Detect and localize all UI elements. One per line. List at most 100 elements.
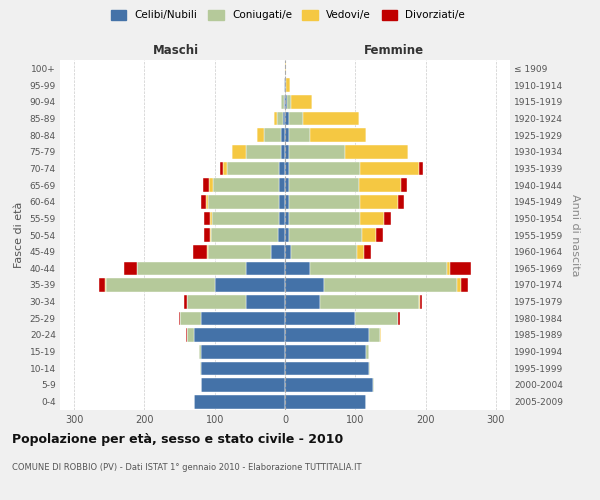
Bar <box>210 228 211 242</box>
Bar <box>187 295 247 308</box>
Bar <box>124 262 137 275</box>
Bar <box>278 195 285 208</box>
Bar <box>105 278 106 292</box>
Text: Popolazione per età, sesso e stato civile - 2010: Popolazione per età, sesso e stato civil… <box>12 432 343 446</box>
Bar <box>211 228 278 242</box>
Bar <box>286 78 290 92</box>
Bar <box>285 145 289 158</box>
Y-axis label: Fasce di età: Fasce di età <box>14 202 24 268</box>
Bar <box>274 112 277 125</box>
Bar <box>359 162 419 175</box>
Bar <box>200 345 285 358</box>
Bar <box>289 128 310 142</box>
Bar <box>285 312 355 325</box>
Bar <box>419 162 423 175</box>
Bar <box>187 328 194 342</box>
Bar <box>277 112 283 125</box>
Bar <box>271 245 285 258</box>
Bar <box>200 312 285 325</box>
Bar <box>285 162 289 175</box>
Bar <box>398 312 400 325</box>
Bar <box>285 112 289 125</box>
Bar <box>281 128 285 142</box>
Bar <box>289 228 362 242</box>
Bar <box>457 278 461 292</box>
Bar <box>285 128 289 142</box>
Bar <box>289 162 359 175</box>
Bar <box>401 178 407 192</box>
Bar <box>358 245 364 258</box>
Bar <box>206 195 208 208</box>
Bar <box>320 295 419 308</box>
Bar <box>194 328 285 342</box>
Bar <box>461 278 468 292</box>
Legend: Celibi/Nubili, Coniugati/e, Vedovi/e, Divorziati/e: Celibi/Nubili, Coniugati/e, Vedovi/e, Di… <box>111 10 465 20</box>
Bar <box>376 228 383 242</box>
Bar <box>278 212 285 225</box>
Bar <box>284 95 285 108</box>
Bar <box>280 178 285 192</box>
Bar <box>264 128 281 142</box>
Bar <box>186 328 187 342</box>
Bar <box>447 262 450 275</box>
Bar <box>257 128 264 142</box>
Bar <box>106 278 215 292</box>
Bar <box>137 262 247 275</box>
Bar <box>285 362 370 375</box>
Bar <box>362 228 376 242</box>
Bar <box>420 295 422 308</box>
Bar <box>285 278 323 292</box>
Bar <box>285 245 290 258</box>
Bar <box>281 145 285 158</box>
Bar <box>200 378 285 392</box>
Bar <box>285 345 366 358</box>
Bar <box>210 212 212 225</box>
Bar <box>203 178 209 192</box>
Bar <box>285 328 370 342</box>
Bar <box>193 245 207 258</box>
Bar <box>204 228 210 242</box>
Bar <box>212 178 280 192</box>
Bar <box>200 362 285 375</box>
Bar <box>199 345 200 358</box>
Bar <box>359 212 384 225</box>
Bar <box>289 195 359 208</box>
Bar <box>310 262 447 275</box>
Bar <box>289 112 302 125</box>
Bar <box>302 112 359 125</box>
Bar <box>373 378 374 392</box>
Bar <box>285 228 289 242</box>
Bar <box>285 78 286 92</box>
Bar <box>355 312 398 325</box>
Bar <box>384 212 391 225</box>
Bar <box>359 178 401 192</box>
Bar <box>285 295 320 308</box>
Bar <box>285 62 286 75</box>
Bar <box>366 345 370 358</box>
Bar <box>289 212 359 225</box>
Bar <box>208 245 271 258</box>
Bar <box>287 95 290 108</box>
Bar <box>370 328 380 342</box>
Bar <box>194 395 285 408</box>
Bar <box>289 178 359 192</box>
Bar <box>247 295 285 308</box>
Bar <box>310 128 366 142</box>
Bar <box>100 278 105 292</box>
Bar <box>285 262 310 275</box>
Bar <box>289 145 345 158</box>
Bar <box>184 295 187 308</box>
Bar <box>364 245 371 258</box>
Bar <box>208 195 278 208</box>
Bar <box>290 245 358 258</box>
Bar <box>290 95 312 108</box>
Bar <box>215 278 285 292</box>
Bar <box>345 145 408 158</box>
Bar <box>285 195 289 208</box>
Bar <box>285 212 289 225</box>
Bar <box>247 145 281 158</box>
Bar <box>278 228 285 242</box>
Bar <box>284 78 285 92</box>
Bar <box>209 178 212 192</box>
Text: Femmine: Femmine <box>364 44 424 57</box>
